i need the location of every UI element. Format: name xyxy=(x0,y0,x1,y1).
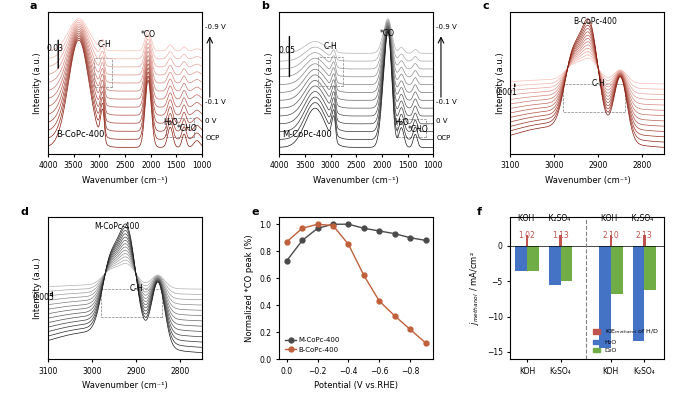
Bar xyxy=(549,246,560,285)
Text: 2.13: 2.13 xyxy=(636,231,653,240)
Text: e: e xyxy=(251,207,259,217)
Text: 0.005: 0.005 xyxy=(33,293,55,302)
B-CoPc-400 xyxy=(360,273,368,278)
Text: 0.03: 0.03 xyxy=(47,44,64,53)
B-CoPc-400 xyxy=(375,299,384,304)
Y-axis label: $j_{methanol}$ / mA/cm²: $j_{methanol}$ / mA/cm² xyxy=(468,251,481,325)
Text: C-H: C-H xyxy=(129,284,143,293)
Y-axis label: Intensity (a.u.): Intensity (a.u.) xyxy=(496,52,505,114)
Text: H₂O: H₂O xyxy=(394,118,409,127)
B-CoPc-400 xyxy=(314,222,322,227)
Text: 2.10: 2.10 xyxy=(603,231,619,240)
B-CoPc-400 xyxy=(283,239,291,244)
Text: -0.1 V: -0.1 V xyxy=(206,99,226,105)
M-CoPc-400 xyxy=(329,222,337,227)
Text: C-H: C-H xyxy=(323,42,338,51)
Text: *CHO: *CHO xyxy=(408,125,428,134)
M-CoPc-400 xyxy=(360,226,368,231)
Y-axis label: Intensity (a.u.): Intensity (a.u.) xyxy=(264,52,273,114)
Text: C-H: C-H xyxy=(97,40,112,49)
Text: *CHO: *CHO xyxy=(176,124,197,133)
Text: M-CoPc-400: M-CoPc-400 xyxy=(95,222,140,231)
Bar xyxy=(563,84,625,112)
M-CoPc-400 xyxy=(421,238,429,243)
Bar xyxy=(527,246,539,271)
Text: c: c xyxy=(483,1,489,11)
B-CoPc-400 xyxy=(390,313,399,318)
Text: f: f xyxy=(477,207,482,217)
Legend: M-CoPc-400, B-CoPc-400: M-CoPc-400, B-CoPc-400 xyxy=(283,335,342,355)
Text: 1.02: 1.02 xyxy=(519,231,536,240)
Text: a: a xyxy=(29,1,37,11)
X-axis label: Potential (V vs.RHE): Potential (V vs.RHE) xyxy=(314,381,398,390)
Text: 0 V: 0 V xyxy=(206,118,216,124)
Bar xyxy=(559,235,562,246)
Text: OCP: OCP xyxy=(206,135,219,141)
Text: KOH      K₂SO₄: KOH K₂SO₄ xyxy=(518,214,570,223)
Text: OCP: OCP xyxy=(436,135,451,141)
Text: 0.05: 0.05 xyxy=(279,46,295,55)
Text: d: d xyxy=(21,207,28,217)
Text: KOH      K₂SO₄: KOH K₂SO₄ xyxy=(601,214,653,223)
Text: *CO: *CO xyxy=(140,31,155,40)
B-CoPc-400 xyxy=(298,226,306,231)
Line: B-CoPc-400: B-CoPc-400 xyxy=(284,222,428,345)
X-axis label: Wavenumber (cm⁻¹): Wavenumber (cm⁻¹) xyxy=(82,176,168,185)
Text: M-CoPc-400: M-CoPc-400 xyxy=(282,130,332,139)
Bar xyxy=(560,246,572,281)
M-CoPc-400 xyxy=(283,258,291,263)
Bar xyxy=(101,289,162,317)
Text: -0.9 V: -0.9 V xyxy=(436,24,457,30)
Text: H₂O: H₂O xyxy=(163,118,177,126)
M-CoPc-400 xyxy=(314,226,322,231)
M-CoPc-400 xyxy=(390,231,399,236)
Bar xyxy=(599,246,611,348)
Text: 0 V: 0 V xyxy=(436,118,448,124)
Text: *CO: *CO xyxy=(379,29,395,38)
Text: -0.1 V: -0.1 V xyxy=(436,99,457,105)
M-CoPc-400 xyxy=(406,235,414,240)
X-axis label: Wavenumber (cm⁻¹): Wavenumber (cm⁻¹) xyxy=(82,381,168,390)
X-axis label: Wavenumber (cm⁻¹): Wavenumber (cm⁻¹) xyxy=(545,176,630,185)
Text: -0.9 V: -0.9 V xyxy=(206,24,226,30)
B-CoPc-400 xyxy=(406,327,414,332)
M-CoPc-400 xyxy=(298,238,306,243)
Legend: KIE$_{methanol}$ of H/D, H₂O, D₂O: KIE$_{methanol}$ of H/D, H₂O, D₂O xyxy=(591,325,661,356)
Bar xyxy=(611,246,623,294)
B-CoPc-400 xyxy=(345,242,353,247)
Text: 1.13: 1.13 xyxy=(552,231,569,240)
M-CoPc-400 xyxy=(375,228,384,233)
M-CoPc-400 xyxy=(345,222,353,227)
Bar xyxy=(526,235,528,246)
Y-axis label: Normalized *CO peak (%): Normalized *CO peak (%) xyxy=(245,235,254,342)
Text: C-H: C-H xyxy=(592,79,606,88)
Y-axis label: Intensity (a.u.): Intensity (a.u.) xyxy=(34,257,42,319)
Line: M-CoPc-400: M-CoPc-400 xyxy=(284,222,428,263)
Bar xyxy=(645,246,656,290)
Bar xyxy=(610,235,612,246)
Bar xyxy=(166,118,195,137)
Bar xyxy=(633,246,645,341)
Text: 0.001: 0.001 xyxy=(495,88,517,97)
X-axis label: Wavenumber (cm⁻¹): Wavenumber (cm⁻¹) xyxy=(313,176,399,185)
Y-axis label: Intensity (a.u.): Intensity (a.u.) xyxy=(34,52,42,114)
B-CoPc-400 xyxy=(329,223,337,228)
Text: B-CoPc-400: B-CoPc-400 xyxy=(55,130,104,139)
Bar xyxy=(318,57,343,86)
Bar xyxy=(94,58,112,87)
Bar xyxy=(643,235,646,246)
B-CoPc-400 xyxy=(421,340,429,345)
Bar xyxy=(515,246,527,271)
Bar xyxy=(397,119,425,137)
Text: B-CoPc-400: B-CoPc-400 xyxy=(573,17,617,26)
Text: b: b xyxy=(260,1,269,11)
